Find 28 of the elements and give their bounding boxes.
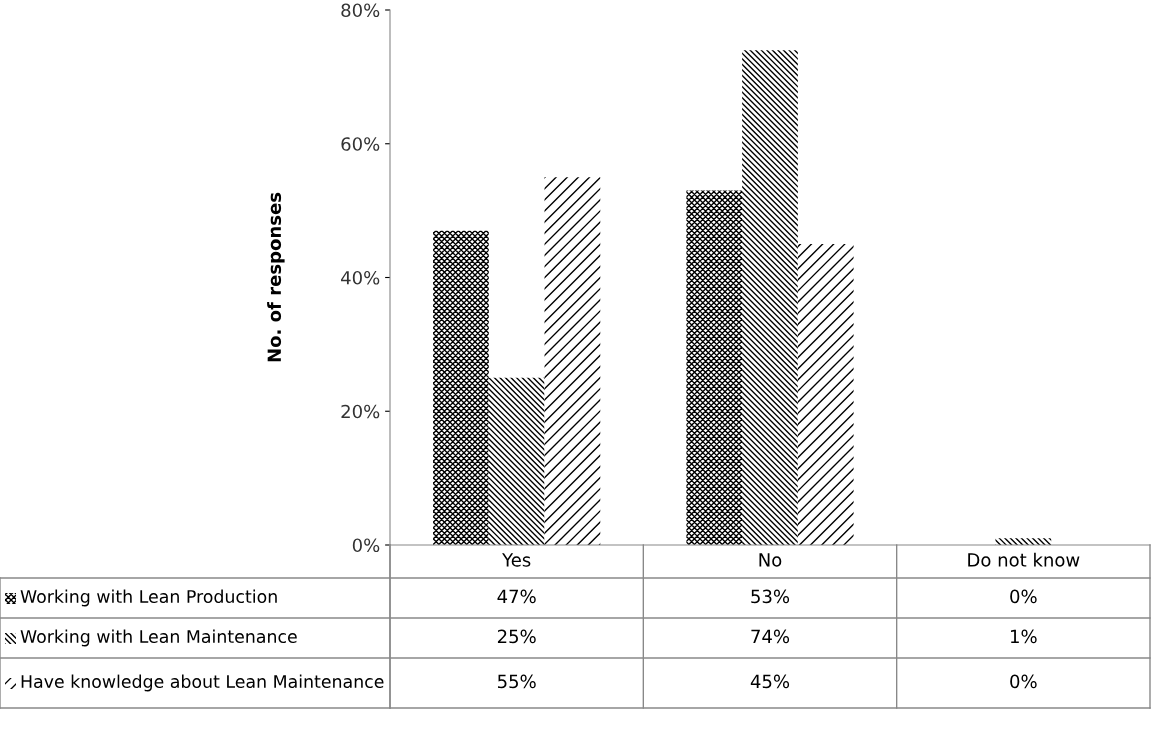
- y-tick-label: 0%: [352, 538, 380, 553]
- data-label: 47%: [497, 589, 536, 604]
- bar: [433, 230, 489, 545]
- data-label: 25%: [497, 629, 536, 644]
- y-tick-label: 40%: [341, 270, 380, 285]
- bar: [742, 50, 798, 545]
- data-label: 45%: [750, 674, 790, 689]
- bar: [797, 244, 854, 545]
- legend-label: Working with Lean Maintenance: [20, 629, 297, 647]
- bar: [544, 177, 601, 545]
- data-label: 0%: [1010, 589, 1037, 604]
- y-axis-title: No. of responses: [267, 192, 285, 362]
- data-label: 1%: [1010, 629, 1037, 644]
- legend-label: Have knowledge about Lean Maintenance: [21, 674, 384, 692]
- y-tick-label: 20%: [341, 404, 380, 419]
- bar: [488, 377, 545, 545]
- bar: [686, 190, 743, 545]
- bar: [995, 538, 1052, 545]
- x-tick-label: Do not know: [968, 552, 1080, 567]
- x-tick-label: No: [759, 553, 782, 567]
- data-label: 55%: [497, 674, 536, 689]
- x-tick-label: Yes: [502, 553, 531, 567]
- data-label: 74%: [751, 629, 790, 644]
- y-tick-label: 80%: [341, 3, 380, 18]
- legend-label: Working with Lean Production: [20, 589, 277, 607]
- data-label: 0%: [1010, 674, 1037, 689]
- data-label: 53%: [751, 589, 790, 604]
- y-tick-label: 60%: [341, 137, 380, 151]
